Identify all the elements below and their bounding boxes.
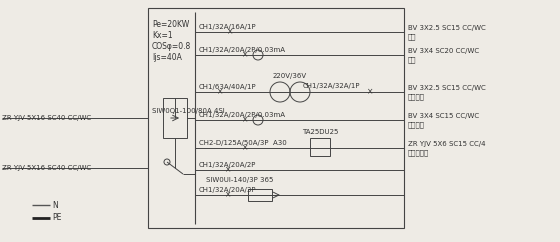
Text: CH1/32A/20A/2P/0.03mA: CH1/32A/20A/2P/0.03mA: [199, 112, 286, 118]
Text: ×: ×: [367, 88, 373, 97]
Text: SIW0UI-140/3P 365: SIW0UI-140/3P 365: [206, 177, 274, 183]
Text: 弄道照明: 弄道照明: [408, 93, 425, 100]
Text: ×: ×: [242, 144, 248, 152]
Text: BV 3X2.5 SC15 CC/WC: BV 3X2.5 SC15 CC/WC: [408, 25, 486, 31]
Text: Ijs=40A: Ijs=40A: [152, 53, 182, 62]
Text: N: N: [52, 201, 58, 210]
Text: ×: ×: [225, 166, 231, 174]
Text: 插座: 插座: [408, 56, 417, 63]
Bar: [148, 8, 404, 228]
Text: ×: ×: [242, 115, 248, 124]
Text: BV 3X4 SC20 CC/WC: BV 3X4 SC20 CC/WC: [408, 48, 479, 54]
Text: ×: ×: [217, 88, 223, 97]
Bar: [248, 189, 272, 201]
Text: CH1/63A/40A/1P: CH1/63A/40A/1P: [199, 84, 256, 90]
Text: TA25DU25: TA25DU25: [302, 129, 338, 135]
Text: 电梯控制柜: 电梯控制柜: [408, 149, 430, 156]
Text: CH1/32A/20A/3P: CH1/32A/20A/3P: [199, 187, 256, 193]
Text: Kx=1: Kx=1: [152, 31, 172, 40]
Bar: [163, 98, 187, 138]
Bar: [310, 138, 330, 156]
Text: BV 3X2.5 SC15 CC/WC: BV 3X2.5 SC15 CC/WC: [408, 85, 486, 91]
Text: ZR YJV-5X16 SC40 CC/WC: ZR YJV-5X16 SC40 CC/WC: [2, 165, 91, 171]
Text: CH2-D/125A/50A/3P  A30: CH2-D/125A/50A/3P A30: [199, 140, 287, 146]
Text: SIW0Q1-100/80A 4SI: SIW0Q1-100/80A 4SI: [152, 108, 225, 114]
Text: CH1/32A/20A/2P: CH1/32A/20A/2P: [199, 162, 256, 168]
Text: BV 3X4 SC15 CC/WC: BV 3X4 SC15 CC/WC: [408, 113, 479, 119]
Text: ×: ×: [227, 28, 233, 37]
Text: CH1/32A/16A/1P: CH1/32A/16A/1P: [199, 24, 256, 30]
Text: ×: ×: [242, 51, 248, 60]
Text: CH1/32A/20A/2P/0.03mA: CH1/32A/20A/2P/0.03mA: [199, 47, 286, 53]
Text: ZR YJV-5X16 SC40 CC/WC: ZR YJV-5X16 SC40 CC/WC: [2, 115, 91, 121]
Text: COSφ=0.8: COSφ=0.8: [152, 42, 192, 51]
Text: Pe=20KW: Pe=20KW: [152, 20, 189, 29]
Text: 照明: 照明: [408, 33, 417, 40]
Text: ×: ×: [225, 190, 231, 199]
Text: PE: PE: [52, 213, 62, 222]
Text: 220V/36V: 220V/36V: [273, 73, 307, 79]
Text: CH1/32A/32A/1P: CH1/32A/32A/1P: [303, 83, 361, 89]
Text: ZR YJV 5X6 SC15 CC/4: ZR YJV 5X6 SC15 CC/4: [408, 141, 486, 147]
Text: 弄道插座: 弄道插座: [408, 121, 425, 128]
